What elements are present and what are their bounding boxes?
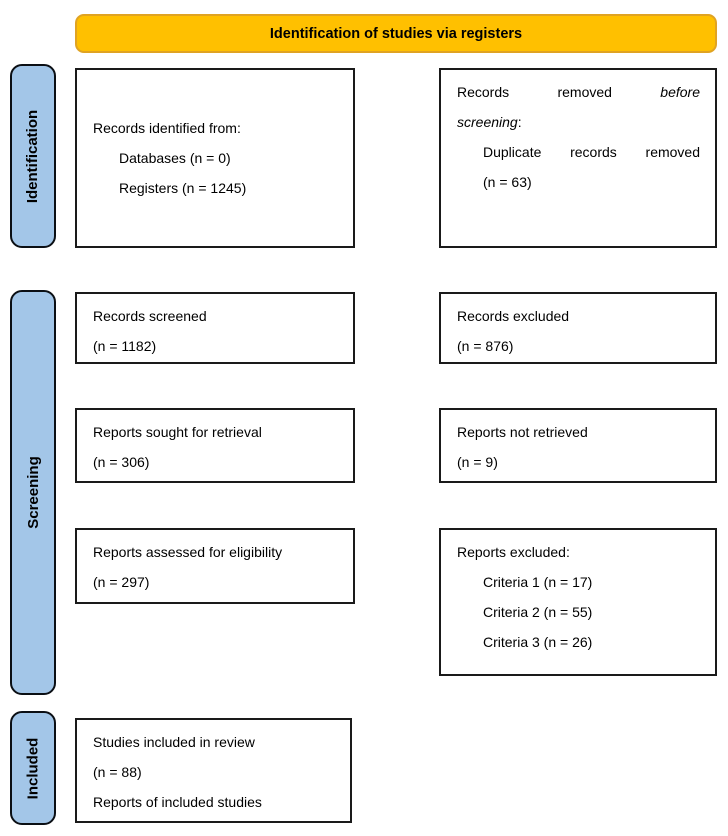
reports-assessed-label: Reports assessed for eligibility bbox=[93, 544, 283, 560]
records-removed-word: Duplicate bbox=[483, 144, 542, 160]
records-removed-count: (n = 63) bbox=[483, 174, 532, 190]
box-reports-sought: Reports sought for retrieval (n = 306) bbox=[75, 408, 355, 483]
box-studies-included: Studies included in review (n = 88) Repo… bbox=[75, 718, 352, 823]
records-screened-label: Records screened bbox=[93, 308, 207, 324]
records-screened-count: (n = 1182) bbox=[93, 338, 157, 354]
box-records-screened: Records screened (n = 1182) bbox=[75, 292, 355, 364]
phase-label-included: Included bbox=[10, 711, 56, 825]
diagram-title-bar: Identification of studies via registers bbox=[75, 14, 717, 53]
box-reports-not-retrieved: Reports not retrieved (n = 9) bbox=[439, 408, 717, 483]
phase-label-identification-text: Identification bbox=[24, 109, 42, 203]
records-removed-word: records bbox=[570, 144, 617, 160]
phase-label-included-text: Included bbox=[24, 737, 42, 799]
reports-excluded-criteria-3: Criteria 3 (n = 26) bbox=[483, 634, 593, 650]
phase-label-screening: Screening bbox=[10, 290, 56, 695]
reports-excluded-criteria-1: Criteria 1 (n = 17) bbox=[483, 574, 593, 590]
phase-label-identification: Identification bbox=[10, 64, 56, 248]
phase-label-screening-text: Screening bbox=[24, 456, 42, 529]
reports-not-retrieved-label: Reports not retrieved bbox=[457, 424, 588, 440]
records-removed-word: removed bbox=[557, 84, 612, 100]
studies-included-label: Studies included in review bbox=[93, 734, 255, 750]
records-removed-word: Records bbox=[457, 84, 510, 100]
diagram-title: Identification of studies via registers bbox=[269, 25, 523, 42]
reports-sought-count: (n = 306) bbox=[93, 454, 150, 470]
box-reports-excluded: Reports excluded: Criteria 1 (n = 17) Cr… bbox=[439, 528, 717, 676]
records-identified-databases: Databases (n = 0) bbox=[119, 150, 231, 166]
records-excluded-label: Records excluded bbox=[457, 308, 570, 324]
box-records-removed: Records removed before screening: Duplic… bbox=[439, 68, 717, 248]
records-identified-title: Records identified from: bbox=[93, 120, 241, 136]
records-removed-colon: : bbox=[517, 114, 522, 130]
records-identified-registers: Registers (n = 1245) bbox=[119, 180, 247, 196]
records-removed-word-italic: before bbox=[660, 84, 700, 100]
reports-not-retrieved-count: (n = 9) bbox=[457, 454, 498, 470]
records-removed-line1: Records removed before bbox=[457, 77, 700, 107]
records-excluded-count: (n = 876) bbox=[457, 338, 514, 354]
records-removed-line2: screening: bbox=[457, 107, 700, 137]
reports-assessed-count: (n = 297) bbox=[93, 574, 150, 590]
studies-included-count: (n = 88) bbox=[93, 764, 142, 780]
records-removed-screening-italic: screening bbox=[457, 114, 518, 130]
reports-sought-label: Reports sought for retrieval bbox=[93, 424, 262, 440]
reports-of-included-studies-label: Reports of included studies bbox=[93, 794, 262, 810]
box-records-excluded: Records excluded (n = 876) bbox=[439, 292, 717, 364]
box-records-identified: Records identified from: Databases (n = … bbox=[75, 68, 355, 248]
box-reports-assessed: Reports assessed for eligibility (n = 29… bbox=[75, 528, 355, 604]
records-removed-line3: Duplicate records removed bbox=[457, 137, 700, 167]
reports-excluded-title: Reports excluded: bbox=[457, 544, 570, 560]
reports-excluded-criteria-2: Criteria 2 (n = 55) bbox=[483, 604, 593, 620]
records-removed-word: removed bbox=[645, 144, 700, 160]
